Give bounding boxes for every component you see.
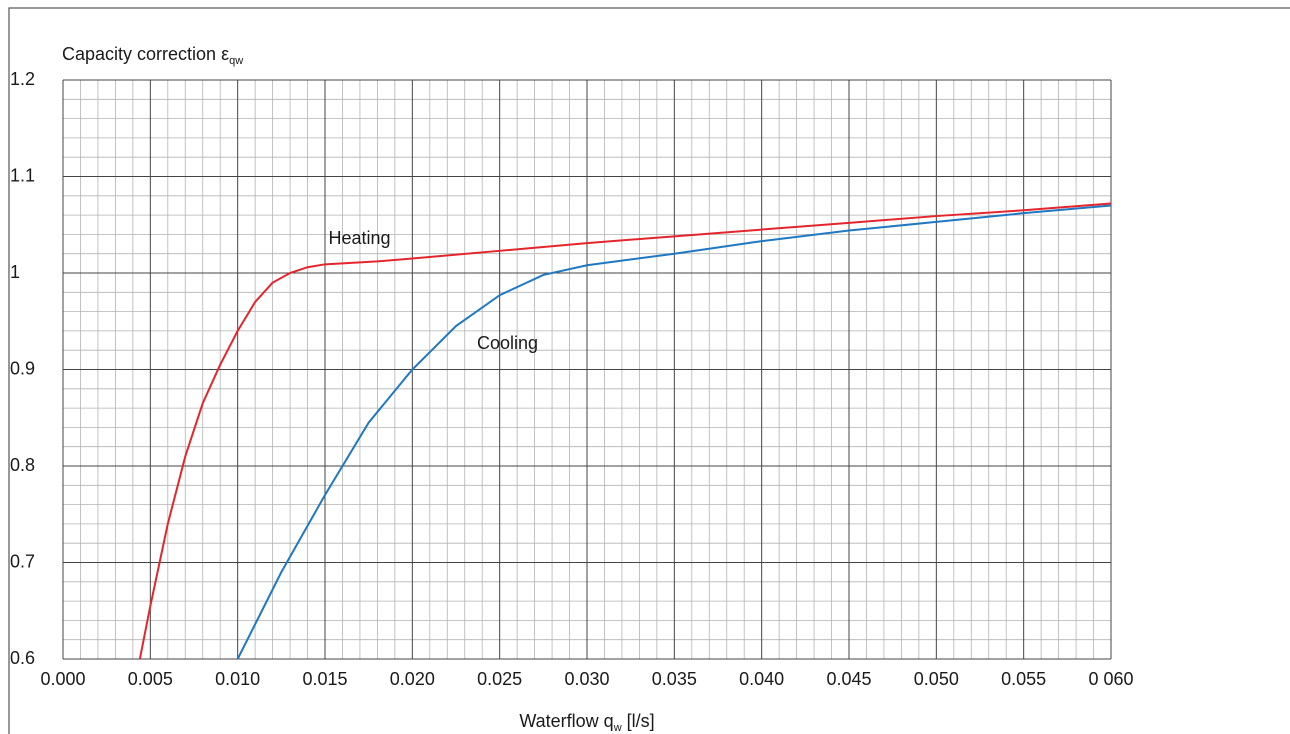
x-tick-label: 0.050 [914,669,959,689]
x-tick-label: 0.010 [215,669,260,689]
series-line [138,202,1112,660]
y-tick-label: 0.9 [10,358,35,378]
x-tick-label: 0.040 [739,669,784,689]
x-tick-label: 0.020 [390,669,435,689]
series-label: Heating [328,228,390,248]
y-tick-label: 1 [10,262,20,282]
x-axis-label: Waterflow qw [l/s] [519,711,654,734]
x-label-text: Waterflow q [519,711,613,731]
y-tick-label: 1.2 [10,69,35,89]
x-tick-label: 0 060 [1088,669,1133,689]
grid [62,79,1112,660]
x-tick-label: 0.000 [40,669,85,689]
x-tick-label: 0.045 [826,669,871,689]
series-line [236,204,1112,660]
series-label: Cooling [477,333,538,353]
y-tick-label: 0.7 [10,551,35,571]
x-tick-label: 0.055 [1001,669,1046,689]
x-tick-label: 0.015 [302,669,347,689]
x-tick-label: 0.005 [128,669,173,689]
x-tick-label: 0.030 [564,669,609,689]
y-tick-label: 0.8 [10,455,35,475]
x-tick-label: 0.025 [477,669,522,689]
y-axis-label: Capacity correction εqw [62,44,243,67]
frame [8,7,1290,734]
y-label-text: Capacity correction ε [62,44,229,64]
y-tick-label: 0.6 [10,648,35,668]
y-label-sub: qw [229,55,243,67]
x-label-unit: [l/s] [622,711,655,731]
y-tick-label: 1.1 [10,165,35,185]
x-label-sub: w [613,722,622,734]
x-tick-label: 0.035 [652,669,697,689]
